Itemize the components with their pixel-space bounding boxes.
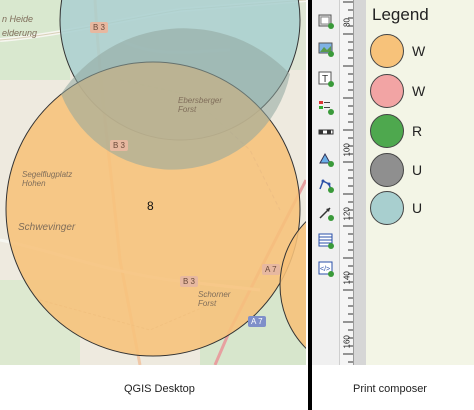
add-arrow-icon[interactable] bbox=[317, 204, 335, 222]
add-node-item-icon[interactable] bbox=[317, 176, 335, 194]
map-place-label: Schwevinger bbox=[18, 222, 76, 233]
print-composer-window: T </> 80 100 120 140 160 bbox=[312, 0, 474, 365]
legend-item-label: U bbox=[412, 162, 423, 178]
legend-swatch bbox=[370, 34, 404, 68]
legend-item[interactable]: U bbox=[370, 191, 474, 229]
caption-qgis-desktop: QGIS Desktop bbox=[124, 383, 195, 395]
map-place-label: Ebersberger Forst bbox=[178, 96, 223, 114]
legend-swatch bbox=[370, 74, 404, 108]
ruler-label: 100 bbox=[342, 143, 352, 157]
map-place-label: elderung bbox=[2, 28, 38, 38]
legend-item[interactable]: W bbox=[370, 34, 474, 72]
qgis-map-canvas[interactable]: n Heide elderung Ebersberger Forst Segelf… bbox=[0, 0, 306, 365]
legend-item[interactable]: W bbox=[370, 74, 474, 112]
legend-swatch bbox=[370, 153, 404, 187]
add-scalebar-icon[interactable] bbox=[317, 124, 335, 142]
ruler-label: 120 bbox=[342, 207, 352, 221]
caption-print-composer: Print composer bbox=[353, 383, 427, 395]
legend-item[interactable]: R bbox=[370, 114, 474, 152]
legend-item-label: R bbox=[412, 123, 423, 139]
composer-canvas-background bbox=[354, 0, 366, 365]
road-shield: A 7 bbox=[248, 316, 266, 327]
ruler-label: 160 bbox=[342, 335, 352, 349]
vertical-ruler: 80 100 120 140 160 bbox=[340, 0, 354, 365]
add-image-icon[interactable] bbox=[317, 40, 335, 58]
composer-toolbar: T </> bbox=[312, 0, 340, 365]
add-label-icon[interactable]: T bbox=[317, 70, 335, 88]
legend-title[interactable]: Legend bbox=[372, 5, 429, 24]
map-place-label: Segelflugplatz Hohen bbox=[22, 170, 73, 188]
legend-item-label: W bbox=[412, 43, 426, 59]
panel-divider bbox=[308, 0, 312, 410]
ruler-ticks bbox=[343, 1, 353, 363]
add-shape-icon[interactable] bbox=[317, 150, 335, 168]
road-shield: B 3 bbox=[180, 276, 199, 287]
ruler-label: 140 bbox=[342, 271, 352, 285]
road-shield: A 7 bbox=[262, 264, 280, 275]
legend-swatch bbox=[370, 114, 404, 148]
legend-item[interactable]: U bbox=[370, 153, 474, 191]
add-map-icon[interactable] bbox=[317, 12, 335, 30]
map-place-label: Schorner Forst bbox=[198, 290, 231, 308]
legend-item-label: U bbox=[412, 200, 423, 216]
add-attribute-table-icon[interactable] bbox=[317, 232, 335, 250]
composer-page[interactable]: Legend W W R U U bbox=[366, 0, 474, 365]
circle-feature-label: 8 bbox=[147, 199, 154, 213]
ruler-label: 80 bbox=[342, 18, 352, 27]
road-shield: B 3 bbox=[90, 22, 109, 33]
svg-text:T: T bbox=[322, 74, 328, 85]
road-shield: B 3 bbox=[110, 140, 129, 151]
map-place-label: n Heide bbox=[2, 14, 34, 24]
add-html-icon[interactable]: </> bbox=[317, 260, 335, 278]
map-rendering bbox=[0, 0, 306, 365]
add-legend-icon[interactable] bbox=[317, 98, 335, 116]
legend-item-label: W bbox=[412, 83, 426, 99]
svg-text:</>: </> bbox=[320, 266, 330, 273]
legend-swatch bbox=[370, 191, 404, 225]
